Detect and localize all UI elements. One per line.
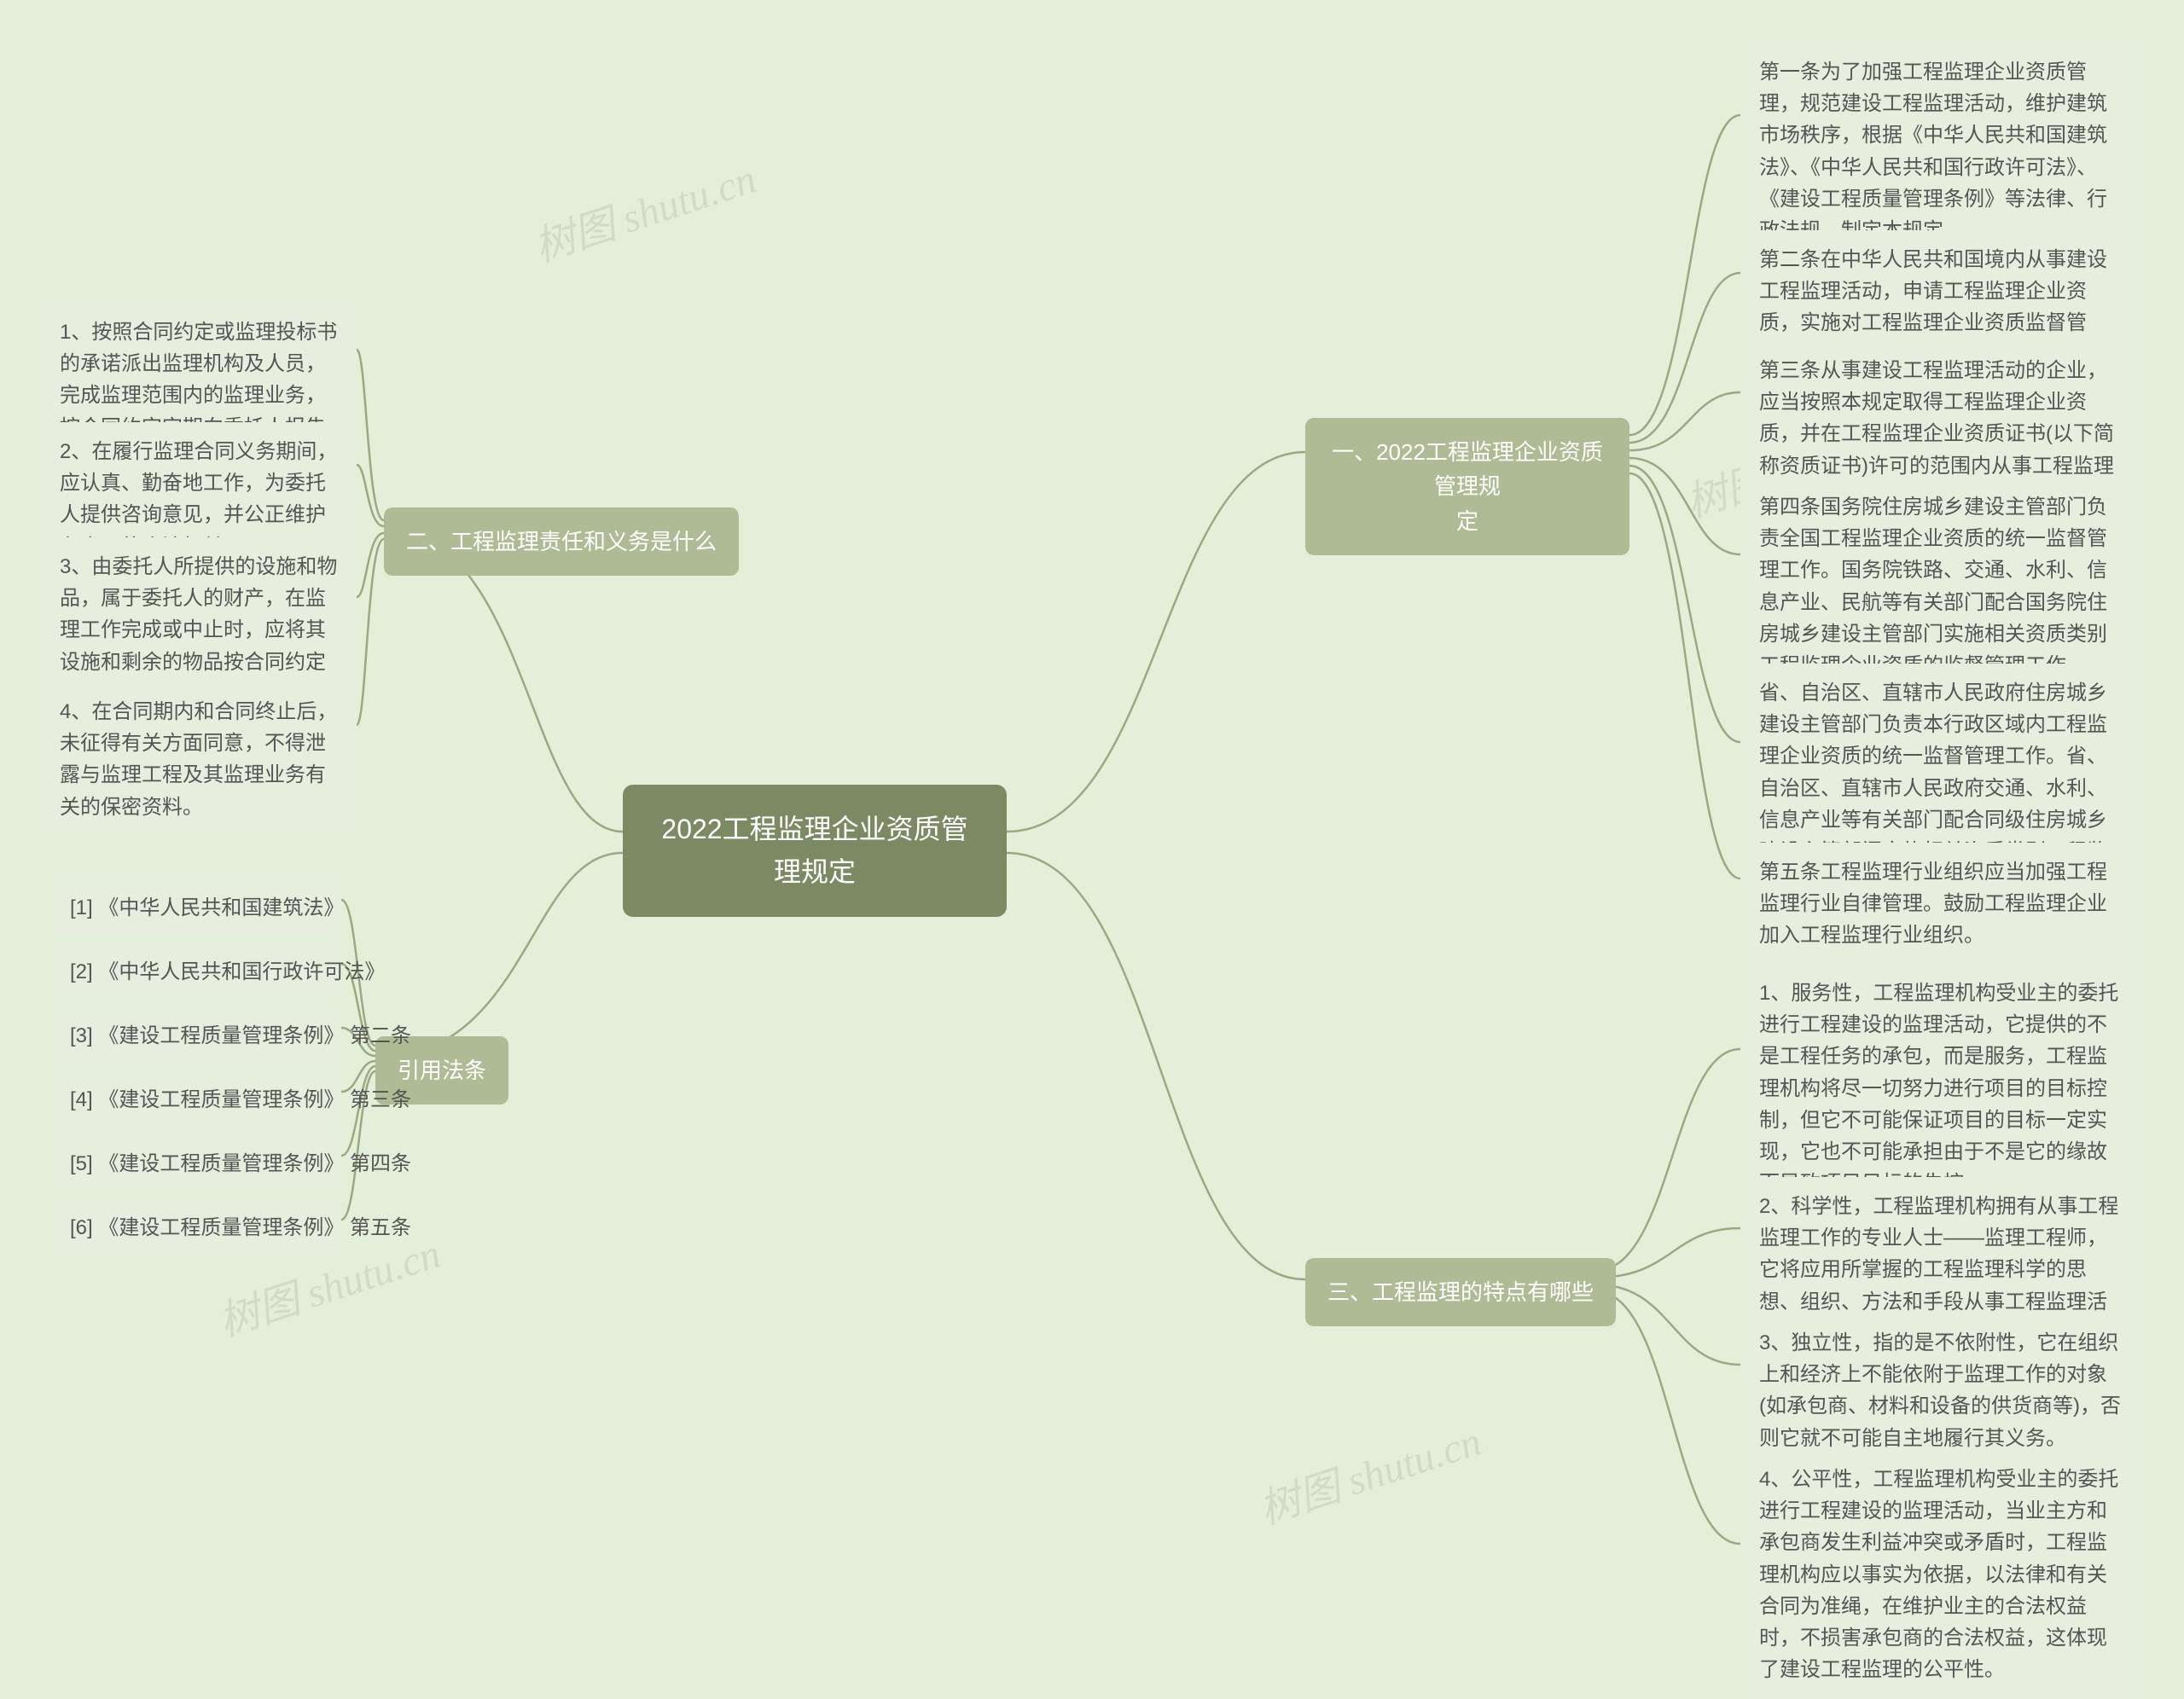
branch-section1-label-l1: 一、2022工程监理企业资质管理规 [1332, 439, 1603, 499]
leaf-s1-4: 第四条国务院住房城乡建设主管部门负责全国工程监理企业资质的统一监督管理工作。国务… [1740, 478, 2141, 695]
watermark: 树图 shutu.cn [1251, 1407, 1488, 1535]
root-title-line2: 理规定 [774, 856, 856, 887]
leaf-s2-4: 4、在合同期内和合同终止后，未征得有关方面同意，不得泄露与监理工程及其监理业务有… [41, 682, 357, 837]
root-node: 2022工程监理企业资质管 理规定 [623, 785, 1007, 917]
branch-section1-label-l2: 定 [1456, 508, 1478, 534]
leaf-ref-1: [1] 《中华人民共和国建筑法》 [51, 878, 341, 937]
root-title-line1: 2022工程监理企业资质管 [661, 814, 967, 844]
leaf-ref-5: [5] 《建设工程质量管理条例》 第四条 [51, 1134, 341, 1193]
leaf-s1-6: 第五条工程监理行业组织应当加强工程监理行业自律管理。鼓励工程监理企业加入工程监理… [1740, 843, 2141, 965]
branch-section2: 二、工程监理责任和义务是什么 [384, 507, 739, 576]
watermark: 树图 shutu.cn [526, 145, 763, 273]
leaf-s3-1: 1、服务性，工程监理机构受业主的委托进行工程建设的监理活动，它提供的不是工程任务… [1740, 964, 2141, 1213]
leaf-s1-1: 第一条为了加强工程监理企业资质管理，规范建设工程监理活动，维护建筑市场秩序，根据… [1740, 43, 2141, 260]
branch-section1: 一、2022工程监理企业资质管理规 定 [1305, 418, 1629, 555]
leaf-ref-3: [3] 《建设工程质量管理条例》 第二条 [51, 1006, 341, 1065]
leaf-ref-6: [6] 《建设工程质量管理条例》 第五条 [51, 1198, 341, 1257]
leaf-ref-2: [2] 《中华人民共和国行政许可法》 [51, 942, 341, 1001]
leaf-s3-3: 3、独立性，指的是不依附性，它在组织上和经济上不能依附于监理工作的对象(如承包商… [1740, 1313, 2141, 1468]
branch-section3: 三、工程监理的特点有哪些 [1305, 1258, 1616, 1326]
leaf-s3-4: 4、公平性，工程监理机构受业主的委托进行工程建设的监理活动，当业主方和承包商发生… [1740, 1450, 2141, 1699]
leaf-ref-4: [4] 《建设工程质量管理条例》 第三条 [51, 1070, 341, 1129]
